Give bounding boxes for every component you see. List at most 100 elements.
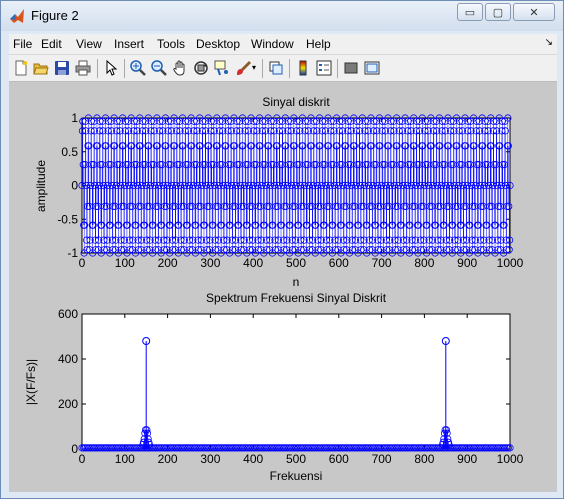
top-stem-marker [340,246,348,254]
legend-icon[interactable] [316,60,332,76]
top-stem-marker [369,236,377,244]
top-stem-marker [357,246,365,254]
bot-xtick-label: 500 [286,452,306,466]
top-stem-marker [178,202,186,210]
top-stem-marker [126,202,134,210]
top-stem-marker [416,127,424,135]
top-stem-marker [169,246,177,254]
minimize-button[interactable]: ▭ [457,3,483,21]
show-plot-tools-icon[interactable] [364,60,380,76]
save-icon[interactable] [54,60,70,76]
rotate-3d-icon[interactable] [193,60,209,76]
top-stem-marker [460,202,468,210]
top-stem-marker [224,117,232,125]
top-stem-marker [139,117,147,125]
maximize-button[interactable]: ▢ [485,3,511,21]
link-plot-icon[interactable] [268,60,284,76]
new-figure-icon[interactable] [13,60,29,76]
top-stem-marker [361,117,369,125]
top-ytick-label: 0 [71,179,78,193]
open-file-icon[interactable] [33,60,49,76]
top-stem-marker [162,142,170,150]
top-stem-marker [331,246,339,254]
top-stem-marker [436,142,444,150]
title-bar[interactable]: Figure 2 ▭ ▢ ✕ [1,1,563,31]
top-stem-marker [95,236,103,244]
menu-insert[interactable]: Insert [114,37,145,51]
menu-edit[interactable]: Edit [41,37,62,51]
bot-near-peak-marker [141,429,149,437]
bot-xtick-label: 800 [414,452,434,466]
bot-xtick-label: 700 [372,452,392,466]
hide-plot-tools-icon[interactable] [343,60,359,76]
zoom-in-icon[interactable] [130,60,146,76]
top-stem-marker [372,221,380,229]
menu-file[interactable]: File [13,37,33,51]
brush-dropdown-icon[interactable]: ▾ [251,63,256,72]
top-stem-marker [134,246,143,254]
axes-bottom[interactable] [81,313,511,450]
top-stem-marker [299,142,307,150]
top-stem-marker [230,142,238,150]
menu-help[interactable]: Help [306,37,331,51]
bot-ytick-label: 0 [71,442,78,456]
top-stem-marker [205,142,213,150]
top-stem-marker [96,161,105,169]
top-stem-marker [190,161,199,169]
top-stem-marker [226,221,234,229]
top-stem-marker [400,202,408,210]
top-stem-marker [199,161,207,169]
top-stem-marker [287,127,295,135]
top-stem-marker [457,221,465,229]
top-stem-marker [254,246,262,254]
top-stem-marker [362,161,370,169]
top-stem-marker [119,142,127,150]
data-cursor-icon[interactable] [214,60,230,76]
top-stem-marker [239,142,247,150]
top-stem-marker [163,236,171,244]
top-stem-marker [101,202,109,210]
menu-window[interactable]: Window [251,37,294,51]
bot-xtick-label: 0 [79,452,86,466]
pan-icon[interactable] [172,60,188,76]
top-stem-marker [454,236,462,244]
menu-desktop[interactable]: Desktop [196,37,241,51]
zoom-out-icon[interactable] [151,60,167,76]
top-stem-marker [211,246,220,254]
top-stem-marker [387,161,396,169]
top-stem-marker [233,161,241,169]
top-stem-marker [447,117,455,125]
top-stem-marker [397,221,405,229]
top-stem-marker [293,117,301,125]
top-stem-marker [370,117,378,125]
top-stem-marker [444,142,452,150]
top-stem-marker [197,236,206,244]
top-stem-marker [413,117,421,125]
top-stem-marker [216,161,224,169]
top-stem-marker [468,246,476,254]
top-stem-marker [440,221,448,229]
top-stem-marker [190,117,198,125]
top-stem-marker [263,246,271,254]
top-stem-marker [498,117,506,125]
bot-xtick-label: 600 [329,452,349,466]
close-button[interactable]: ✕ [513,3,555,21]
menu-view[interactable]: View [76,37,102,51]
top-stem-marker [450,127,458,135]
top-stem-marker [253,127,261,135]
menu-tools[interactable]: Tools [157,37,186,51]
pointer-icon[interactable] [103,60,119,76]
top-stem-marker [490,161,498,169]
top-stem-marker [129,236,137,244]
top-stem-marker [443,246,451,254]
top-stem-marker [390,127,398,135]
menu-overflow-arrow[interactable]: ↘ [544,37,553,48]
top-stem-marker [269,221,277,229]
print-icon[interactable] [75,60,91,76]
top-stem-marker [381,127,390,135]
top-ytick-label: 1 [71,111,78,125]
colorbar-icon[interactable] [295,60,311,76]
menu-bar: File Edit View Insert Tools Desktop Wind… [9,34,557,54]
top-stem-marker [104,117,113,125]
brush-icon[interactable] [235,60,251,76]
